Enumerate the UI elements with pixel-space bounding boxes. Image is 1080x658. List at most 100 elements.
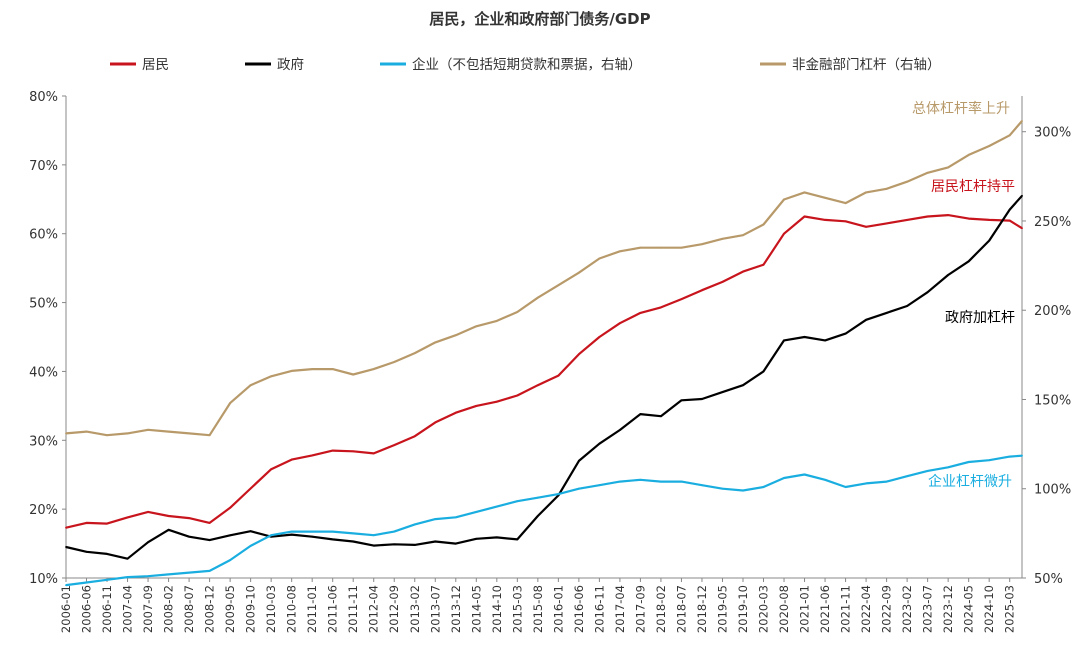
series-point xyxy=(578,460,580,462)
x-tick-label: 2011-06 xyxy=(326,585,340,633)
x-tick-label: 2023-12 xyxy=(941,585,955,633)
series-point xyxy=(619,322,621,325)
series-line-2 xyxy=(65,454,1023,587)
series-point xyxy=(783,232,785,235)
chart-title: 居民，企业和政府部门债务/GDP xyxy=(429,10,650,28)
series-point xyxy=(372,534,375,537)
series-point xyxy=(249,545,252,547)
series-point xyxy=(208,539,211,541)
series-point xyxy=(824,196,826,199)
x-tick-label: 2009-10 xyxy=(244,585,258,633)
series-point xyxy=(495,505,498,508)
series-point xyxy=(454,542,457,545)
x-axis: 2006-01 2006-06 2006-11 2007-04 2007-09 2008-… xyxy=(59,577,1022,633)
series-point xyxy=(536,384,539,387)
series-point xyxy=(352,450,355,453)
x-tick-label: 2013-12 xyxy=(449,585,463,633)
series-point xyxy=(824,478,826,481)
series-layer xyxy=(65,120,1023,587)
series-point xyxy=(290,530,293,533)
legend-label: 政府 xyxy=(277,57,304,73)
series-point xyxy=(762,263,765,266)
series-point xyxy=(167,515,170,517)
series-point xyxy=(721,237,724,240)
series-point xyxy=(1021,227,1023,230)
series-point xyxy=(147,511,150,513)
left-tick-label: 20% xyxy=(29,503,58,518)
series-point xyxy=(762,370,765,373)
series-point xyxy=(803,215,806,218)
x-tick-label: 2015-08 xyxy=(531,585,545,633)
series-point xyxy=(229,534,232,537)
series-point xyxy=(660,415,662,418)
series-point xyxy=(434,540,437,543)
series-point xyxy=(311,530,314,533)
series-point xyxy=(803,336,806,338)
series-point xyxy=(434,341,437,344)
x-tick-label: 2022-04 xyxy=(859,585,873,633)
series-point xyxy=(65,432,67,435)
x-tick-label: 2023-02 xyxy=(900,585,914,633)
x-tick-label: 2019-10 xyxy=(736,585,750,633)
series-point xyxy=(85,581,88,584)
series-point xyxy=(762,223,765,226)
series-point xyxy=(393,444,396,446)
series-point xyxy=(229,506,232,509)
x-tick-label: 2018-12 xyxy=(695,585,709,633)
series-point xyxy=(434,421,437,424)
x-tick-label: 2022-09 xyxy=(880,585,894,633)
x-tick-label: 2024-05 xyxy=(962,585,976,633)
x-tick-label: 2007-09 xyxy=(141,585,155,633)
series-point xyxy=(885,222,888,225)
series-point xyxy=(372,452,375,455)
series-point xyxy=(495,400,498,403)
series-point xyxy=(578,487,580,490)
x-tick-label: 2011-01 xyxy=(305,585,319,633)
series-point xyxy=(885,480,888,483)
series-point xyxy=(865,191,867,194)
series-point xyxy=(126,432,129,435)
left-tick-label: 80% xyxy=(29,90,58,105)
series-point xyxy=(516,311,519,313)
x-tick-label: 2013-07 xyxy=(428,585,442,633)
x-tick-label: 2023-07 xyxy=(921,585,935,633)
series-point xyxy=(906,219,908,221)
series-point xyxy=(188,571,191,574)
series-point xyxy=(208,434,211,437)
series-point xyxy=(290,370,293,372)
series-point xyxy=(660,246,662,249)
series-point xyxy=(270,468,273,471)
series-point xyxy=(557,493,560,495)
series-point xyxy=(331,368,334,370)
series-point xyxy=(803,473,806,476)
series-point xyxy=(393,361,396,363)
series-point xyxy=(619,480,621,483)
series-point xyxy=(947,466,949,469)
series-point xyxy=(680,480,683,483)
series-point xyxy=(1008,219,1011,222)
x-tick-label: 2014-10 xyxy=(490,585,504,633)
series-point xyxy=(85,550,88,553)
x-tick-label: 2016-06 xyxy=(572,585,586,633)
series-point xyxy=(65,546,67,548)
series-point xyxy=(680,246,683,249)
series-point xyxy=(167,573,170,576)
series-point xyxy=(167,430,170,433)
series-point xyxy=(947,214,949,217)
left-tick-label: 30% xyxy=(29,434,58,449)
series-point xyxy=(598,484,601,487)
x-tick-label: 2021-01 xyxy=(798,585,812,633)
series-point xyxy=(536,296,539,299)
series-point xyxy=(65,526,67,529)
series-point xyxy=(988,239,991,242)
series-point xyxy=(639,478,642,481)
x-tick-label: 2021-06 xyxy=(818,585,832,633)
x-tick-label: 2014-05 xyxy=(469,585,483,633)
x-tick-label: 2009-05 xyxy=(223,585,237,633)
x-tick-label: 2010-03 xyxy=(264,585,278,633)
x-tick-label: 2021-11 xyxy=(839,585,853,633)
series-point xyxy=(865,318,867,321)
series-point xyxy=(906,180,908,183)
series-point xyxy=(988,145,991,147)
series-point xyxy=(495,536,498,539)
